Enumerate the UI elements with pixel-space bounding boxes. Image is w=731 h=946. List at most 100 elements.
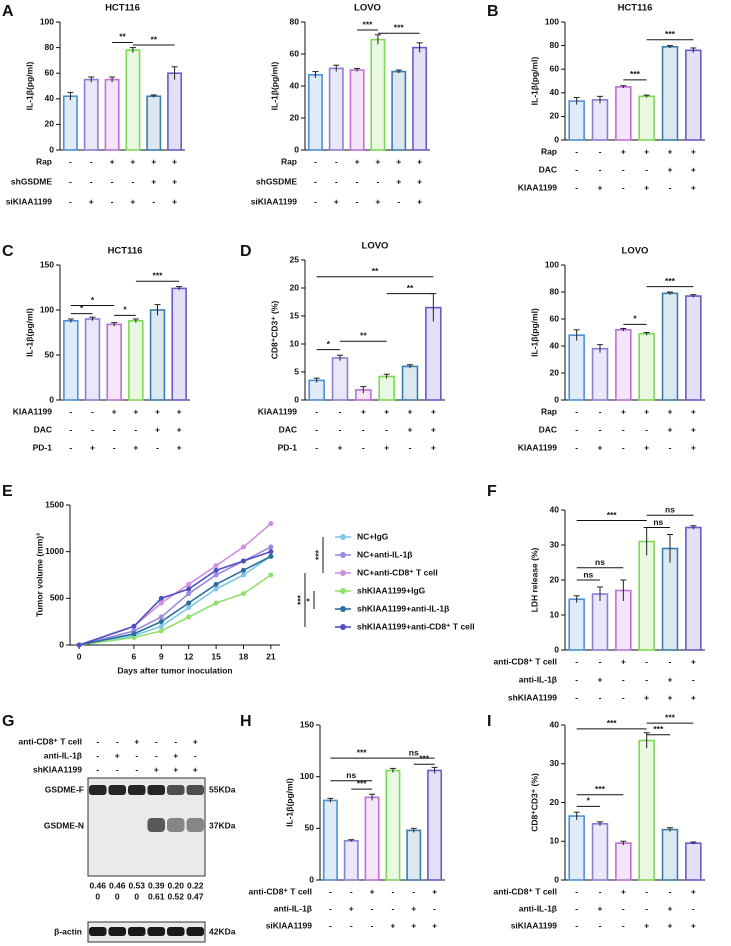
band bbox=[186, 818, 205, 832]
bar bbox=[661, 828, 679, 881]
condition-mark: - bbox=[113, 442, 116, 452]
condition-mark: - bbox=[376, 176, 379, 186]
condition-mark: - bbox=[134, 424, 137, 434]
chart-title: HCT116 bbox=[618, 3, 653, 14]
band bbox=[166, 818, 185, 832]
condition-mark: + bbox=[411, 920, 416, 930]
y-tick-label: 0 bbox=[294, 394, 299, 404]
condition-mark: - bbox=[90, 156, 93, 166]
y-tick-label: 40 bbox=[550, 87, 560, 97]
sig-label: ns bbox=[665, 505, 675, 515]
condition-mark: - bbox=[397, 196, 400, 206]
sig-label: ** bbox=[150, 34, 157, 44]
point bbox=[158, 614, 164, 620]
condition-mark: - bbox=[362, 424, 365, 434]
condition-label: siKIAA1199 bbox=[6, 196, 53, 206]
sig-label: *** bbox=[665, 29, 676, 39]
bar bbox=[427, 769, 443, 881]
quant-value: 0.39 bbox=[148, 880, 165, 890]
y-tick-label: 80 bbox=[290, 16, 300, 26]
condition-label: anti-CD8⁺ T cell bbox=[493, 886, 557, 896]
band bbox=[147, 927, 166, 936]
condition-label: DAC bbox=[279, 424, 297, 434]
condition-label: anti-CD8⁺ T cell bbox=[18, 736, 82, 746]
y-tick-label: 1500 bbox=[45, 499, 64, 509]
condition-mark: + bbox=[598, 903, 603, 913]
bar bbox=[149, 309, 166, 401]
condition-mark: + bbox=[431, 442, 436, 452]
condition-mark: - bbox=[599, 164, 602, 174]
y-tick-label: 20 bbox=[290, 282, 300, 292]
condition-mark: + bbox=[598, 442, 603, 452]
point bbox=[186, 586, 192, 592]
condition-mark: - bbox=[599, 886, 602, 896]
bar bbox=[591, 347, 609, 401]
condition-mark: - bbox=[622, 674, 625, 684]
y-tick-label: 20 bbox=[550, 574, 560, 584]
band bbox=[186, 927, 205, 936]
condition-mark: - bbox=[69, 176, 72, 186]
point bbox=[213, 581, 219, 587]
condition-mark: - bbox=[314, 156, 317, 166]
bar bbox=[412, 46, 428, 151]
condition-mark: - bbox=[575, 146, 578, 156]
condition-mark: + bbox=[432, 920, 437, 930]
condition-mark: + bbox=[130, 156, 135, 166]
condition-label: DAC bbox=[539, 164, 557, 174]
panel-label: I bbox=[487, 713, 491, 730]
condition-mark: - bbox=[96, 750, 99, 760]
bar bbox=[349, 69, 365, 151]
point bbox=[268, 521, 274, 527]
legend-label: shKIAA1199+IgG bbox=[357, 585, 426, 595]
bar bbox=[638, 739, 655, 881]
condition-mark: + bbox=[668, 674, 673, 684]
chart-title: LOVO bbox=[362, 241, 389, 252]
sig-label: * bbox=[80, 303, 84, 313]
bar bbox=[167, 72, 183, 151]
bar bbox=[568, 598, 585, 651]
quant-value: 0 bbox=[134, 891, 139, 901]
bar bbox=[591, 823, 609, 881]
condition-label: DAC bbox=[34, 424, 52, 434]
y-tick-label: 150 bbox=[300, 719, 314, 729]
condition-mark: - bbox=[599, 920, 602, 930]
condition-mark: + bbox=[432, 886, 437, 896]
condition-label: PD-1 bbox=[278, 442, 298, 452]
condition-mark: + bbox=[130, 196, 135, 206]
sig-label: *** bbox=[607, 718, 618, 728]
y-tick-label: 0 bbox=[554, 874, 559, 884]
legend-marker bbox=[340, 624, 346, 630]
condition-mark: - bbox=[156, 442, 159, 452]
point bbox=[158, 595, 164, 601]
y-tick-label: 100 bbox=[545, 16, 559, 26]
condition-mark: + bbox=[151, 176, 156, 186]
condition-mark: - bbox=[69, 424, 72, 434]
condition-mark: + bbox=[598, 182, 603, 192]
bar bbox=[661, 547, 679, 651]
condition-mark: + bbox=[361, 406, 366, 416]
y-tick-label: 20 bbox=[550, 111, 560, 121]
y-tick-label: 500 bbox=[50, 593, 64, 603]
legend-label: NC+IgG bbox=[357, 531, 389, 541]
point bbox=[186, 600, 192, 606]
condition-mark: - bbox=[622, 692, 625, 702]
condition-label: shGSDME bbox=[11, 176, 52, 186]
condition-label: KIAA1199 bbox=[258, 406, 297, 416]
condition-mark: - bbox=[69, 196, 72, 206]
condition-mark: + bbox=[172, 156, 177, 166]
panel-label: D bbox=[240, 243, 252, 260]
sig-label: ** bbox=[360, 330, 367, 340]
y-tick-label: 100 bbox=[545, 259, 559, 269]
quant-value: 0 bbox=[115, 891, 120, 901]
y-tick-label: 30 bbox=[550, 539, 560, 549]
sig-label: ns bbox=[583, 569, 593, 579]
y-tick-label: 80 bbox=[550, 40, 560, 50]
y-axis-label: IL-1β(pg/ml) bbox=[269, 62, 279, 111]
condition-mark: - bbox=[669, 886, 672, 896]
y-tick-label: 0 bbox=[554, 134, 559, 144]
condition-mark: - bbox=[174, 736, 177, 746]
condition-mark: + bbox=[691, 164, 696, 174]
bar bbox=[328, 67, 344, 151]
bar bbox=[638, 95, 655, 141]
